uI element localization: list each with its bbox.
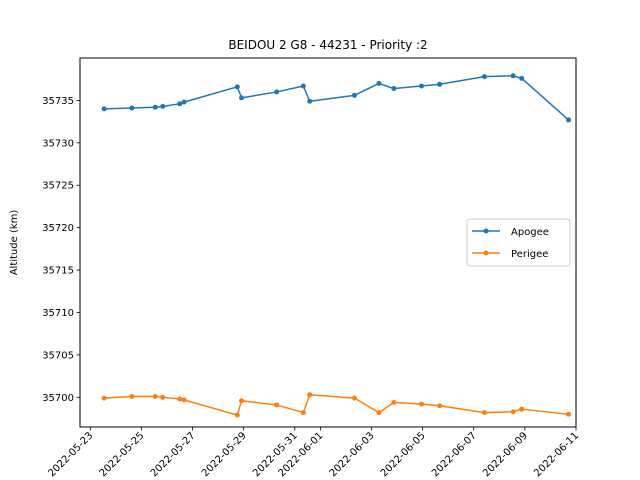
perigee-point (307, 392, 313, 398)
apogee-point (351, 92, 357, 98)
y-tick-label: 35725 (42, 181, 74, 192)
apogee-series (101, 73, 572, 123)
apogee-point (419, 83, 425, 89)
perigee-point (274, 402, 280, 408)
apogee-point (510, 73, 516, 79)
y-tick-label: 35730 (42, 138, 74, 149)
apogee-point (181, 99, 187, 105)
y-axis: 35700 35705 35710 35715 35720 35725 35730 35735 (42, 96, 80, 404)
perigee-line (104, 394, 569, 416)
perigee-point (519, 406, 525, 412)
perigee-point (376, 410, 382, 416)
apogee-point (274, 89, 280, 95)
y-tick-label: 35720 (42, 223, 74, 234)
legend-apogee-label: Apogee (511, 227, 549, 238)
y-tick-label: 35700 (42, 393, 74, 404)
perigee-point (481, 410, 487, 416)
y-tick-label: 35715 (42, 266, 74, 277)
apogee-point (101, 106, 107, 112)
perigee-point (566, 411, 572, 417)
y-tick-label: 35710 (42, 308, 74, 319)
perigee-point (391, 399, 397, 405)
apogee-point (239, 95, 245, 101)
y-tick-label: 35735 (42, 96, 74, 107)
chart-title: BEIDOU 2 G8 - 44231 - Priority :2 (228, 38, 427, 52)
perigee-point (239, 398, 245, 404)
apogee-point (519, 75, 525, 81)
apogee-point (481, 74, 487, 80)
perigee-point (300, 410, 306, 416)
apogee-point (234, 84, 240, 90)
perigee-point (160, 394, 166, 400)
perigee-point (437, 403, 443, 409)
perigee-point (101, 395, 107, 401)
perigee-point (177, 396, 183, 402)
perigee-point (351, 395, 357, 401)
apogee-point (566, 117, 572, 123)
apogee-point (391, 86, 397, 92)
perigee-point (129, 393, 135, 399)
apogee-point (307, 98, 313, 104)
plot-frame (79, 57, 577, 428)
apogee-point (177, 101, 183, 107)
apogee-point (376, 80, 382, 86)
legend-perigee-label: Perigee (511, 249, 548, 260)
legend-perigee-marker (483, 250, 489, 256)
apogee-point (129, 105, 135, 111)
perigee-point (152, 393, 158, 399)
y-axis-title: Altitude (km) (9, 210, 20, 276)
perigee-point (234, 412, 240, 418)
apogee-point (437, 81, 443, 87)
legend-apogee-marker (483, 228, 489, 234)
apogee-line (104, 75, 570, 121)
perigee-series (101, 392, 572, 418)
apogee-point (152, 104, 158, 110)
plot-area (101, 73, 572, 418)
perigee-point (510, 409, 516, 415)
perigee-point (419, 401, 425, 407)
apogee-point (160, 103, 166, 109)
apogee-point (300, 83, 306, 89)
legend: Apogee Perigee (466, 218, 571, 267)
y-tick-label: 35705 (42, 350, 74, 361)
perigee-point (181, 397, 187, 403)
